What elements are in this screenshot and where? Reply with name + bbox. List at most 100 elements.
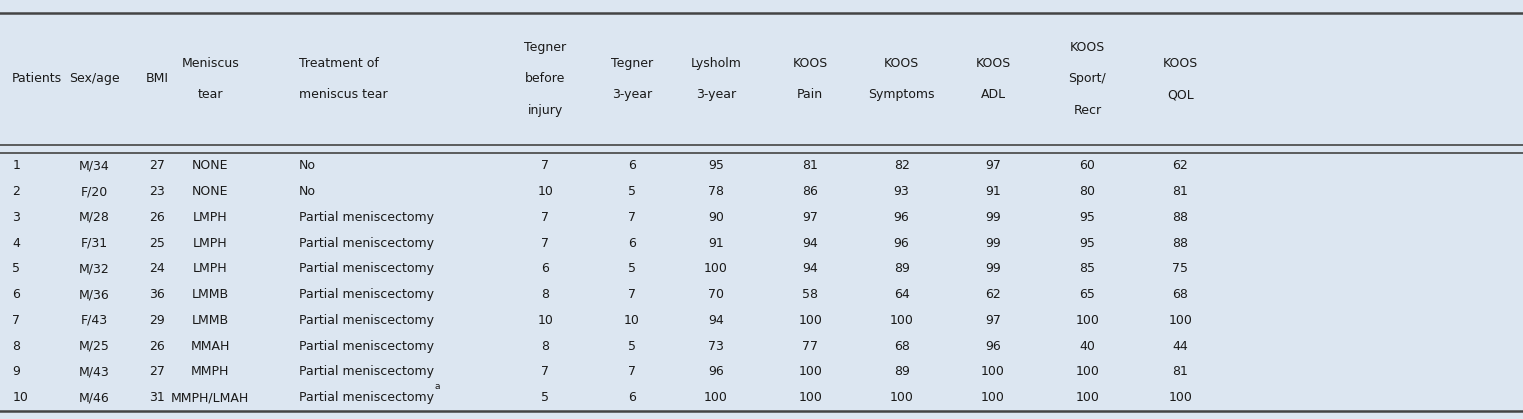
Text: MMPH: MMPH [190, 365, 230, 378]
Text: 91: 91 [708, 237, 723, 250]
Text: 58: 58 [803, 288, 818, 301]
Text: 4: 4 [12, 237, 20, 250]
Text: 6: 6 [12, 288, 20, 301]
Text: 5: 5 [12, 262, 20, 275]
Text: M/25: M/25 [79, 340, 110, 353]
Text: M/28: M/28 [79, 211, 110, 224]
Text: F/31: F/31 [81, 237, 108, 250]
Text: 96: 96 [894, 211, 909, 224]
Text: 96: 96 [985, 340, 1001, 353]
Text: 96: 96 [708, 365, 723, 378]
Text: 6: 6 [541, 262, 550, 275]
Text: 99: 99 [985, 262, 1001, 275]
Text: 90: 90 [708, 211, 723, 224]
Text: 100: 100 [798, 391, 822, 404]
Text: 7: 7 [12, 314, 20, 327]
Text: Partial meniscectomy: Partial meniscectomy [299, 262, 434, 275]
Text: 81: 81 [1173, 365, 1188, 378]
Text: No: No [299, 185, 315, 198]
Text: 10: 10 [624, 314, 640, 327]
Text: 6: 6 [627, 159, 637, 172]
Text: M/43: M/43 [79, 365, 110, 378]
Text: 97: 97 [985, 314, 1001, 327]
Text: 100: 100 [798, 365, 822, 378]
Text: 64: 64 [894, 288, 909, 301]
Text: Lysholm: Lysholm [690, 57, 742, 70]
Text: 10: 10 [538, 185, 553, 198]
Text: 8: 8 [12, 340, 20, 353]
Text: MMPH/LMAH: MMPH/LMAH [171, 391, 250, 404]
Text: 81: 81 [1173, 185, 1188, 198]
Text: 91: 91 [985, 185, 1001, 198]
Text: Partial meniscectomy: Partial meniscectomy [299, 211, 434, 224]
Text: KOOS: KOOS [792, 57, 829, 70]
Text: NONE: NONE [192, 185, 228, 198]
Text: 99: 99 [985, 211, 1001, 224]
Text: Treatment of: Treatment of [299, 57, 378, 70]
Text: LMMB: LMMB [192, 314, 228, 327]
Text: 93: 93 [894, 185, 909, 198]
Text: M/34: M/34 [79, 159, 110, 172]
Text: 100: 100 [798, 314, 822, 327]
Text: 26: 26 [149, 340, 164, 353]
Text: 94: 94 [708, 314, 723, 327]
Text: 100: 100 [1168, 314, 1193, 327]
Text: 2: 2 [12, 185, 20, 198]
Text: injury: injury [527, 104, 564, 117]
Text: 5: 5 [627, 185, 637, 198]
Text: 94: 94 [803, 237, 818, 250]
Text: 81: 81 [803, 159, 818, 172]
Text: Partial meniscectomy: Partial meniscectomy [299, 288, 434, 301]
Text: 8: 8 [541, 288, 550, 301]
Text: 24: 24 [149, 262, 164, 275]
Text: 7: 7 [541, 211, 550, 224]
Text: 60: 60 [1080, 159, 1095, 172]
Text: KOOS: KOOS [883, 57, 920, 70]
Text: 100: 100 [704, 262, 728, 275]
Text: 7: 7 [627, 288, 637, 301]
Text: a: a [434, 382, 440, 391]
Text: 70: 70 [708, 288, 723, 301]
Text: Symptoms: Symptoms [868, 88, 935, 101]
Text: 100: 100 [981, 391, 1005, 404]
Text: 100: 100 [1075, 391, 1100, 404]
Text: 5: 5 [627, 262, 637, 275]
Text: KOOS: KOOS [975, 57, 1011, 70]
Text: 88: 88 [1173, 211, 1188, 224]
Text: Tegner: Tegner [611, 57, 653, 70]
Text: 29: 29 [149, 314, 164, 327]
Text: 96: 96 [894, 237, 909, 250]
Text: No: No [299, 159, 315, 172]
Text: 80: 80 [1080, 185, 1095, 198]
Text: 36: 36 [149, 288, 164, 301]
Text: LMPH: LMPH [193, 262, 227, 275]
Text: 6: 6 [627, 237, 637, 250]
Text: 85: 85 [1080, 262, 1095, 275]
Text: M/36: M/36 [79, 288, 110, 301]
Text: Partial meniscectomy: Partial meniscectomy [299, 391, 434, 404]
Text: 100: 100 [1075, 365, 1100, 378]
Text: 7: 7 [541, 365, 550, 378]
Text: 8: 8 [541, 340, 550, 353]
Text: ADL: ADL [981, 88, 1005, 101]
Text: 77: 77 [803, 340, 818, 353]
Text: 68: 68 [894, 340, 909, 353]
Text: LMMB: LMMB [192, 288, 228, 301]
Text: 10: 10 [12, 391, 27, 404]
Text: 100: 100 [704, 391, 728, 404]
Text: 27: 27 [149, 159, 164, 172]
Text: LMPH: LMPH [193, 237, 227, 250]
Text: 78: 78 [708, 185, 723, 198]
Text: 99: 99 [985, 237, 1001, 250]
Text: 62: 62 [1173, 159, 1188, 172]
Text: 5: 5 [627, 340, 637, 353]
Text: M/32: M/32 [79, 262, 110, 275]
Text: 3-year: 3-year [696, 88, 736, 101]
Text: Patients: Patients [12, 72, 62, 85]
Text: Meniscus: Meniscus [181, 57, 239, 70]
Text: 89: 89 [894, 262, 909, 275]
Text: 100: 100 [889, 391, 914, 404]
Text: tear: tear [198, 88, 222, 101]
Text: 7: 7 [627, 365, 637, 378]
Text: 100: 100 [1075, 314, 1100, 327]
